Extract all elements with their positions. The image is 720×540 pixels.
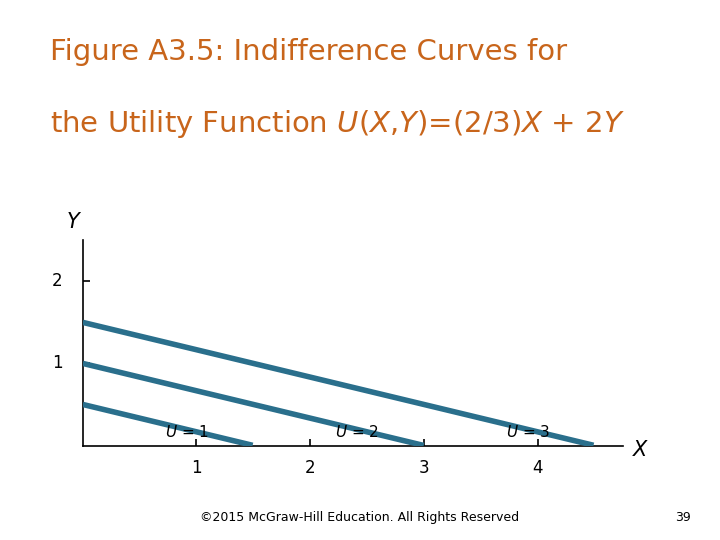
Text: 1: 1 [52,354,63,373]
Text: 2: 2 [52,272,63,291]
Text: 4: 4 [532,460,543,477]
Text: 1: 1 [192,460,202,477]
Text: ©2015 McGraw-Hill Education. All Rights Reserved: ©2015 McGraw-Hill Education. All Rights … [200,511,520,524]
Text: $\mathit{U}$ = 2: $\mathit{U}$ = 2 [336,424,379,440]
Text: $\mathit{U}$ = 1: $\mathit{U}$ = 1 [165,424,209,440]
Text: $\mathit{U}$ = 3: $\mathit{U}$ = 3 [505,424,550,440]
Text: Figure A3.5: Indifference Curves for: Figure A3.5: Indifference Curves for [50,38,567,66]
Text: $\mathit{X}$: $\mathit{X}$ [632,441,649,461]
Text: 39: 39 [675,511,691,524]
Text: the Utility Function $\mathit{U}$($\mathit{X}$,$\mathit{Y}$)=(2/3)$\mathit{X}$ +: the Utility Function $\mathit{U}$($\math… [50,108,625,140]
Text: 3: 3 [418,460,429,477]
Text: $\mathit{Y}$: $\mathit{Y}$ [66,212,82,232]
Text: 2: 2 [305,460,315,477]
